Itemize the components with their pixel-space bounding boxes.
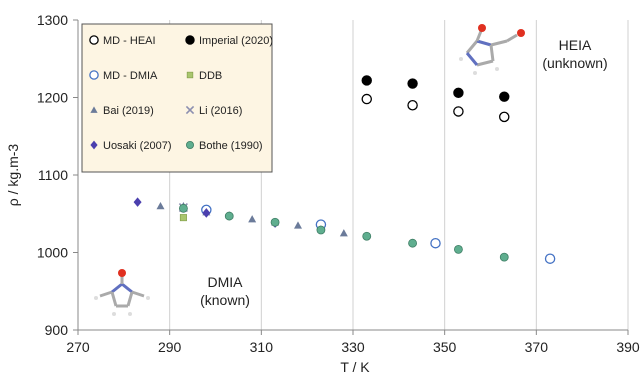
point-bai-2019 bbox=[294, 221, 302, 229]
point-bothe-1990 bbox=[362, 231, 372, 241]
y-tick-label: 1000 bbox=[37, 245, 68, 261]
y-tick-label: 900 bbox=[45, 322, 69, 338]
legend-marker bbox=[185, 35, 195, 45]
point-imperial-2020 bbox=[407, 78, 418, 89]
legend-marker bbox=[90, 106, 98, 113]
legend-marker bbox=[186, 71, 194, 79]
legend-marker bbox=[185, 140, 194, 149]
y-tick-label: 1100 bbox=[38, 167, 68, 183]
annotations: HEIA (unknown) DMIA (known) bbox=[200, 37, 608, 308]
dmia-annotation-subtitle: (known) bbox=[200, 292, 250, 308]
point-md-heai bbox=[498, 111, 510, 123]
legend-marker bbox=[185, 105, 195, 115]
point-bothe-1990 bbox=[179, 203, 188, 213]
point-uosaki-2007 bbox=[133, 197, 142, 207]
point-bai-2019 bbox=[156, 202, 165, 210]
point-bothe-1990 bbox=[499, 252, 509, 262]
legend-marker bbox=[89, 35, 99, 45]
legend-marker bbox=[90, 140, 98, 150]
legend-label: Li (2016) bbox=[199, 105, 242, 117]
x-tick-label: 270 bbox=[66, 339, 90, 355]
legend-label: Imperial (2020) bbox=[199, 35, 273, 47]
point-bothe-1990 bbox=[408, 238, 417, 248]
axes: 270 290 310 330 350 370 390 900 1000 1100 1200 1300 bbox=[37, 12, 640, 355]
point-md-heai bbox=[453, 106, 464, 117]
legend: MD - HEAI Imperial (2020) MD - DMIA DDB Bai … bbox=[81, 23, 273, 173]
legend-box bbox=[81, 23, 273, 173]
dmia-annotation-title: DMIA bbox=[208, 274, 244, 290]
x-tick-label: 370 bbox=[525, 339, 549, 355]
x-tick-label: 330 bbox=[341, 339, 365, 355]
point-bai-2019 bbox=[248, 215, 257, 223]
heia-molecule-icon bbox=[459, 24, 525, 75]
point-imperial-2020 bbox=[499, 91, 510, 102]
y-tick-label: 1200 bbox=[37, 90, 68, 106]
point-bothe-1990 bbox=[454, 244, 463, 254]
data-points bbox=[133, 75, 556, 264]
point-md-heai bbox=[361, 93, 372, 105]
heia-annotation-subtitle: (unknown) bbox=[542, 55, 607, 71]
point-imperial-2020 bbox=[361, 75, 372, 86]
point-bai-2019 bbox=[339, 229, 348, 237]
y-tick-label: 1300 bbox=[37, 12, 68, 28]
x-tick-label: 390 bbox=[616, 339, 640, 355]
y-axis-title: ρ / kg.m-3 bbox=[5, 144, 21, 207]
point-bothe-1990 bbox=[224, 211, 234, 221]
legend-label: Uosaki (2007) bbox=[103, 140, 171, 152]
point-imperial-2020 bbox=[453, 87, 464, 99]
legend-label: Bothe (1990) bbox=[199, 140, 263, 152]
point-md-dmia bbox=[430, 237, 441, 249]
legend-label: Bai (2019) bbox=[103, 105, 154, 117]
legend-marker bbox=[89, 70, 99, 80]
legend-label: MD - DMIA bbox=[103, 70, 158, 82]
x-axis-title: T / K bbox=[340, 359, 370, 375]
point-md-dmia bbox=[544, 253, 556, 264]
x-tick-label: 290 bbox=[158, 339, 182, 355]
dmia-molecule-icon bbox=[94, 269, 150, 316]
legend-label: MD - HEAI bbox=[103, 35, 156, 47]
x-tick-label: 310 bbox=[250, 339, 274, 355]
x-tick-label: 350 bbox=[433, 339, 457, 355]
point-bothe-1990 bbox=[270, 217, 280, 227]
point-md-heai bbox=[407, 100, 418, 111]
point-uosaki-2007 bbox=[202, 208, 211, 218]
heia-annotation-title: HEIA bbox=[559, 37, 592, 53]
legend-label: DDB bbox=[199, 70, 222, 82]
point-ddb bbox=[179, 214, 187, 222]
point-bothe-1990 bbox=[316, 225, 326, 235]
